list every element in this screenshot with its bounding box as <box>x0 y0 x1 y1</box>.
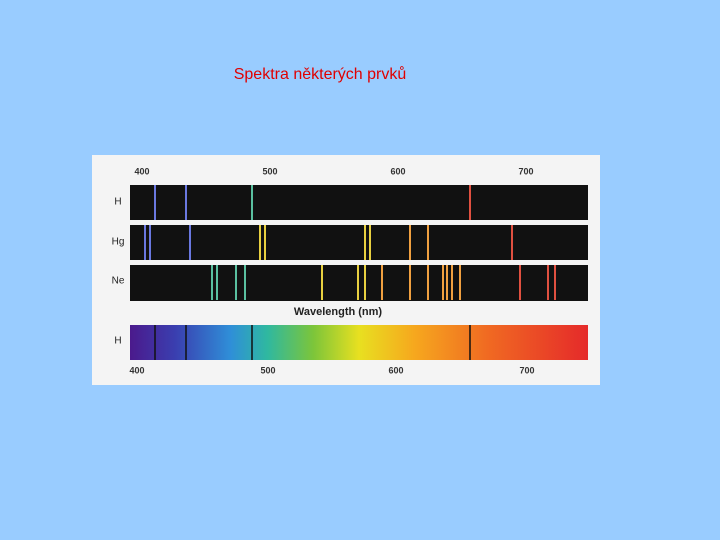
spectral-line <box>149 225 151 260</box>
spectral-line <box>451 265 453 300</box>
spectral-line <box>251 185 253 220</box>
bottom-tick-label: 400 <box>129 365 144 375</box>
row-label: Ne <box>112 276 125 287</box>
spectral-line <box>427 225 429 260</box>
spectral-line <box>364 225 366 260</box>
spectral-line <box>442 265 444 300</box>
spectral-line <box>511 225 513 260</box>
spectral-line <box>321 265 323 300</box>
spectral-line <box>547 265 549 300</box>
spectral-line <box>519 265 521 300</box>
spectral-line <box>446 265 448 300</box>
bottom-tick-label: 700 <box>519 365 534 375</box>
absorption-line <box>251 325 253 360</box>
continuous-label: H <box>114 336 121 347</box>
row-label: H <box>114 197 121 208</box>
spectral-line <box>357 265 359 300</box>
axis-label: Wavelength (nm) <box>294 306 383 318</box>
spectral-line <box>244 265 246 300</box>
spectra-figure: 400 500 600 700 400 500 600 700 H Hg Ne Wavelength … <box>112 166 588 375</box>
top-tick-label: 400 <box>134 166 149 176</box>
spectral-line <box>185 185 187 220</box>
top-tick-label: 600 <box>390 166 405 176</box>
spectral-line <box>369 225 371 260</box>
spectral-line <box>189 225 191 260</box>
absorption-line <box>154 325 156 360</box>
absorption-line <box>469 325 471 360</box>
spectral-line <box>216 265 218 300</box>
bottom-tick-label: 500 <box>260 365 275 375</box>
continuous-band <box>130 325 588 360</box>
spectral-line <box>154 185 156 220</box>
slide-title: Spektra některých prvků <box>234 65 407 83</box>
spectral-line <box>211 265 213 300</box>
absorption-line <box>185 325 187 360</box>
spectral-line <box>364 265 366 300</box>
spectral-line <box>264 225 266 260</box>
top-tick-label: 700 <box>518 166 533 176</box>
spectral-line <box>259 225 261 260</box>
spectral-line <box>409 265 411 300</box>
row-label: Hg <box>112 237 125 248</box>
spectral-line <box>409 225 411 260</box>
spectral-line <box>144 225 146 260</box>
hg-band <box>130 225 588 260</box>
spectral-line <box>381 265 383 300</box>
spectral-line <box>427 265 429 300</box>
bottom-tick-label: 600 <box>388 365 403 375</box>
top-tick-label: 500 <box>262 166 277 176</box>
h-band <box>130 185 588 220</box>
spectral-line <box>235 265 237 300</box>
spectral-line <box>469 185 471 220</box>
spectral-line <box>459 265 461 300</box>
spectral-line <box>554 265 556 300</box>
